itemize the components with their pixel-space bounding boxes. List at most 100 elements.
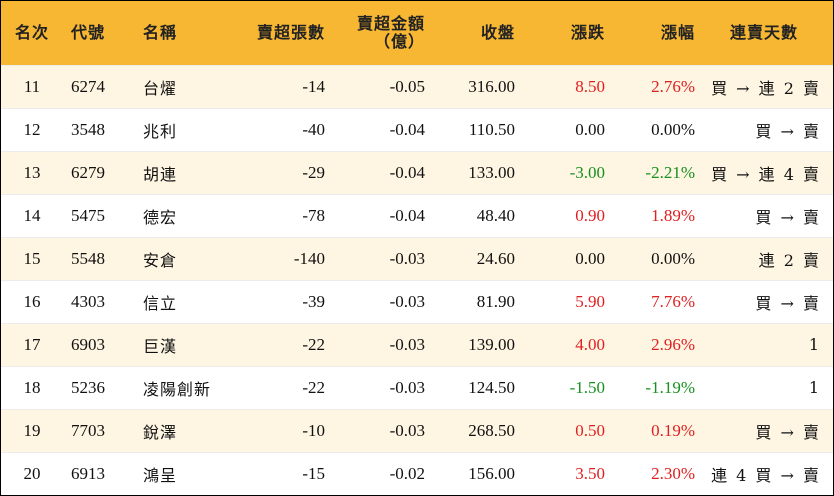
- cell-change: -3.00: [569, 162, 605, 182]
- cell-name: 德宏: [143, 207, 178, 227]
- cell-streak: 1: [808, 378, 821, 397]
- cell-streak: 買 → 賣: [755, 293, 821, 313]
- cell-net-sell-amount: -0.03: [389, 248, 425, 268]
- table-row[interactable]: 16 4303 信立 -39 -0.03 81.90 5.90 7.76% 買 → 賣: [1, 280, 833, 323]
- table-row[interactable]: 20 6913 鴻呈 -15 -0.02 156.00 3.50 2.30% 連 4 買 → 賣: [1, 452, 833, 495]
- cell-close: 81.90: [476, 291, 515, 311]
- cell-change: 3.50: [575, 463, 605, 483]
- cell-streak: 買 → 賣: [755, 121, 821, 141]
- cell-code: 6279: [71, 162, 105, 182]
- header-name[interactable]: 名稱: [143, 22, 178, 42]
- header-streak[interactable]: 連賣天數: [729, 22, 798, 42]
- cell-code: 5475: [71, 205, 105, 225]
- table-row[interactable]: 14 5475 德宏 -78 -0.04 48.40 0.90 1.89% 買 → 賣: [1, 194, 833, 237]
- cell-name: 兆利: [143, 121, 178, 141]
- cell-net-sell-lots: -40: [302, 119, 325, 139]
- cell-net-sell-lots: -140: [293, 248, 325, 268]
- cell-change-pct: 2.30%: [651, 463, 695, 483]
- table-row[interactable]: 17 6903 巨漢 -22 -0.03 139.00 4.00 2.96% 1: [1, 323, 833, 366]
- cell-name: 信立: [143, 293, 178, 313]
- cell-close: 133.00: [468, 162, 515, 182]
- header-change-pct[interactable]: 漲幅: [660, 22, 695, 42]
- cell-code: 4303: [71, 291, 105, 311]
- cell-net-sell-lots: -22: [302, 334, 325, 354]
- header-code[interactable]: 代號: [71, 22, 106, 42]
- cell-close: 268.50: [468, 420, 515, 440]
- table-row[interactable]: 15 5548 安倉 -140 -0.03 24.60 0.00 0.00% 連 2 賣: [1, 237, 833, 280]
- header-net-sell-amount[interactable]: 賣超金額 （億）: [325, 1, 425, 65]
- cell-net-sell-lots: -14: [302, 76, 325, 96]
- cell-rank: 16: [23, 291, 41, 311]
- cell-code: 5548: [71, 248, 105, 268]
- cell-change-pct: 0.00%: [651, 119, 695, 139]
- cell-rank: 20: [23, 463, 41, 483]
- cell-net-sell-lots: -15: [302, 463, 325, 483]
- cell-net-sell-amount: -0.05: [389, 76, 425, 96]
- header-net-sell-amount-unit: （億）: [373, 31, 425, 51]
- cell-change-pct: 1.89%: [651, 205, 695, 225]
- cell-rank: 17: [23, 334, 41, 354]
- cell-streak: 買 → 賣: [755, 422, 821, 442]
- cell-code: 7703: [71, 420, 105, 440]
- cell-net-sell-lots: -29: [302, 162, 325, 182]
- cell-net-sell-amount: -0.04: [389, 119, 425, 139]
- cell-code: 6913: [71, 463, 105, 483]
- cell-change-pct: 0.00%: [651, 248, 695, 268]
- cell-streak: 1: [808, 335, 821, 354]
- cell-change-pct: -1.19%: [645, 377, 695, 397]
- cell-change-pct: 0.19%: [651, 420, 695, 440]
- cell-net-sell-amount: -0.03: [389, 291, 425, 311]
- cell-name: 巨漢: [143, 336, 178, 356]
- header-rank[interactable]: 名次: [14, 22, 49, 42]
- header-close[interactable]: 收盤: [480, 22, 515, 42]
- cell-rank: 19: [23, 420, 41, 440]
- cell-net-sell-lots: -78: [302, 205, 325, 225]
- cell-name: 台燿: [143, 78, 178, 98]
- cell-close: 316.00: [468, 76, 515, 96]
- cell-change-pct: 2.96%: [651, 334, 695, 354]
- cell-close: 48.40: [476, 205, 515, 225]
- cell-change: 0.90: [575, 205, 605, 225]
- cell-rank: 11: [23, 76, 41, 96]
- cell-close: 24.60: [476, 248, 515, 268]
- cell-code: 5236: [71, 377, 105, 397]
- cell-streak: 連 2 賣: [758, 250, 821, 270]
- cell-change-pct: -2.21%: [645, 162, 695, 182]
- table-row[interactable]: 12 3548 兆利 -40 -0.04 110.50 0.00 0.00% 買 → 賣: [1, 108, 833, 151]
- cell-close: 124.50: [468, 377, 515, 397]
- cell-change: -1.50: [569, 377, 605, 397]
- cell-name: 胡連: [143, 164, 178, 184]
- cell-streak: 連 4 買 → 賣: [711, 465, 821, 485]
- table-row[interactable]: 13 6279 胡連 -29 -0.04 133.00 -3.00 -2.21% 買 → 連 4…: [1, 151, 833, 194]
- cell-code: 6903: [71, 334, 105, 354]
- table-row[interactable]: 18 5236 凌陽創新 -22 -0.03 124.50 -1.50 -1.19% 1: [1, 366, 833, 409]
- cell-close: 156.00: [468, 463, 515, 483]
- cell-streak: 買 → 賣: [755, 207, 821, 227]
- cell-net-sell-amount: -0.02: [389, 463, 425, 483]
- cell-rank: 14: [23, 205, 41, 225]
- cell-change: 4.00: [575, 334, 605, 354]
- cell-rank: 15: [23, 248, 41, 268]
- cell-change-pct: 2.76%: [651, 76, 695, 96]
- table-row[interactable]: 11 6274 台燿 -14 -0.05 316.00 8.50 2.76% 買 → 連 2 賣: [1, 65, 833, 108]
- cell-rank: 12: [23, 119, 41, 139]
- cell-name: 安倉: [143, 250, 178, 270]
- header-net-sell-lots[interactable]: 賣超張數: [256, 22, 325, 42]
- cell-streak: 買 → 連 4 賣: [711, 164, 821, 184]
- cell-close: 110.50: [468, 119, 515, 139]
- cell-net-sell-amount: -0.03: [389, 377, 425, 397]
- cell-code: 3548: [71, 119, 105, 139]
- cell-change: 5.90: [575, 291, 605, 311]
- cell-net-sell-lots: -10: [302, 420, 325, 440]
- table-row[interactable]: 19 7703 銳澤 -10 -0.03 268.50 0.50 0.19% 買 → 賣: [1, 409, 833, 452]
- cell-change: 8.50: [575, 76, 605, 96]
- cell-net-sell-lots: -22: [302, 377, 325, 397]
- cell-net-sell-lots: -39: [302, 291, 325, 311]
- cell-name: 鴻呈: [143, 465, 178, 485]
- header-net-sell-amount-label: 賣超金額: [356, 13, 425, 33]
- cell-change-pct: 7.76%: [651, 291, 695, 311]
- header-change[interactable]: 漲跌: [570, 22, 605, 42]
- cell-net-sell-amount: -0.04: [389, 162, 425, 182]
